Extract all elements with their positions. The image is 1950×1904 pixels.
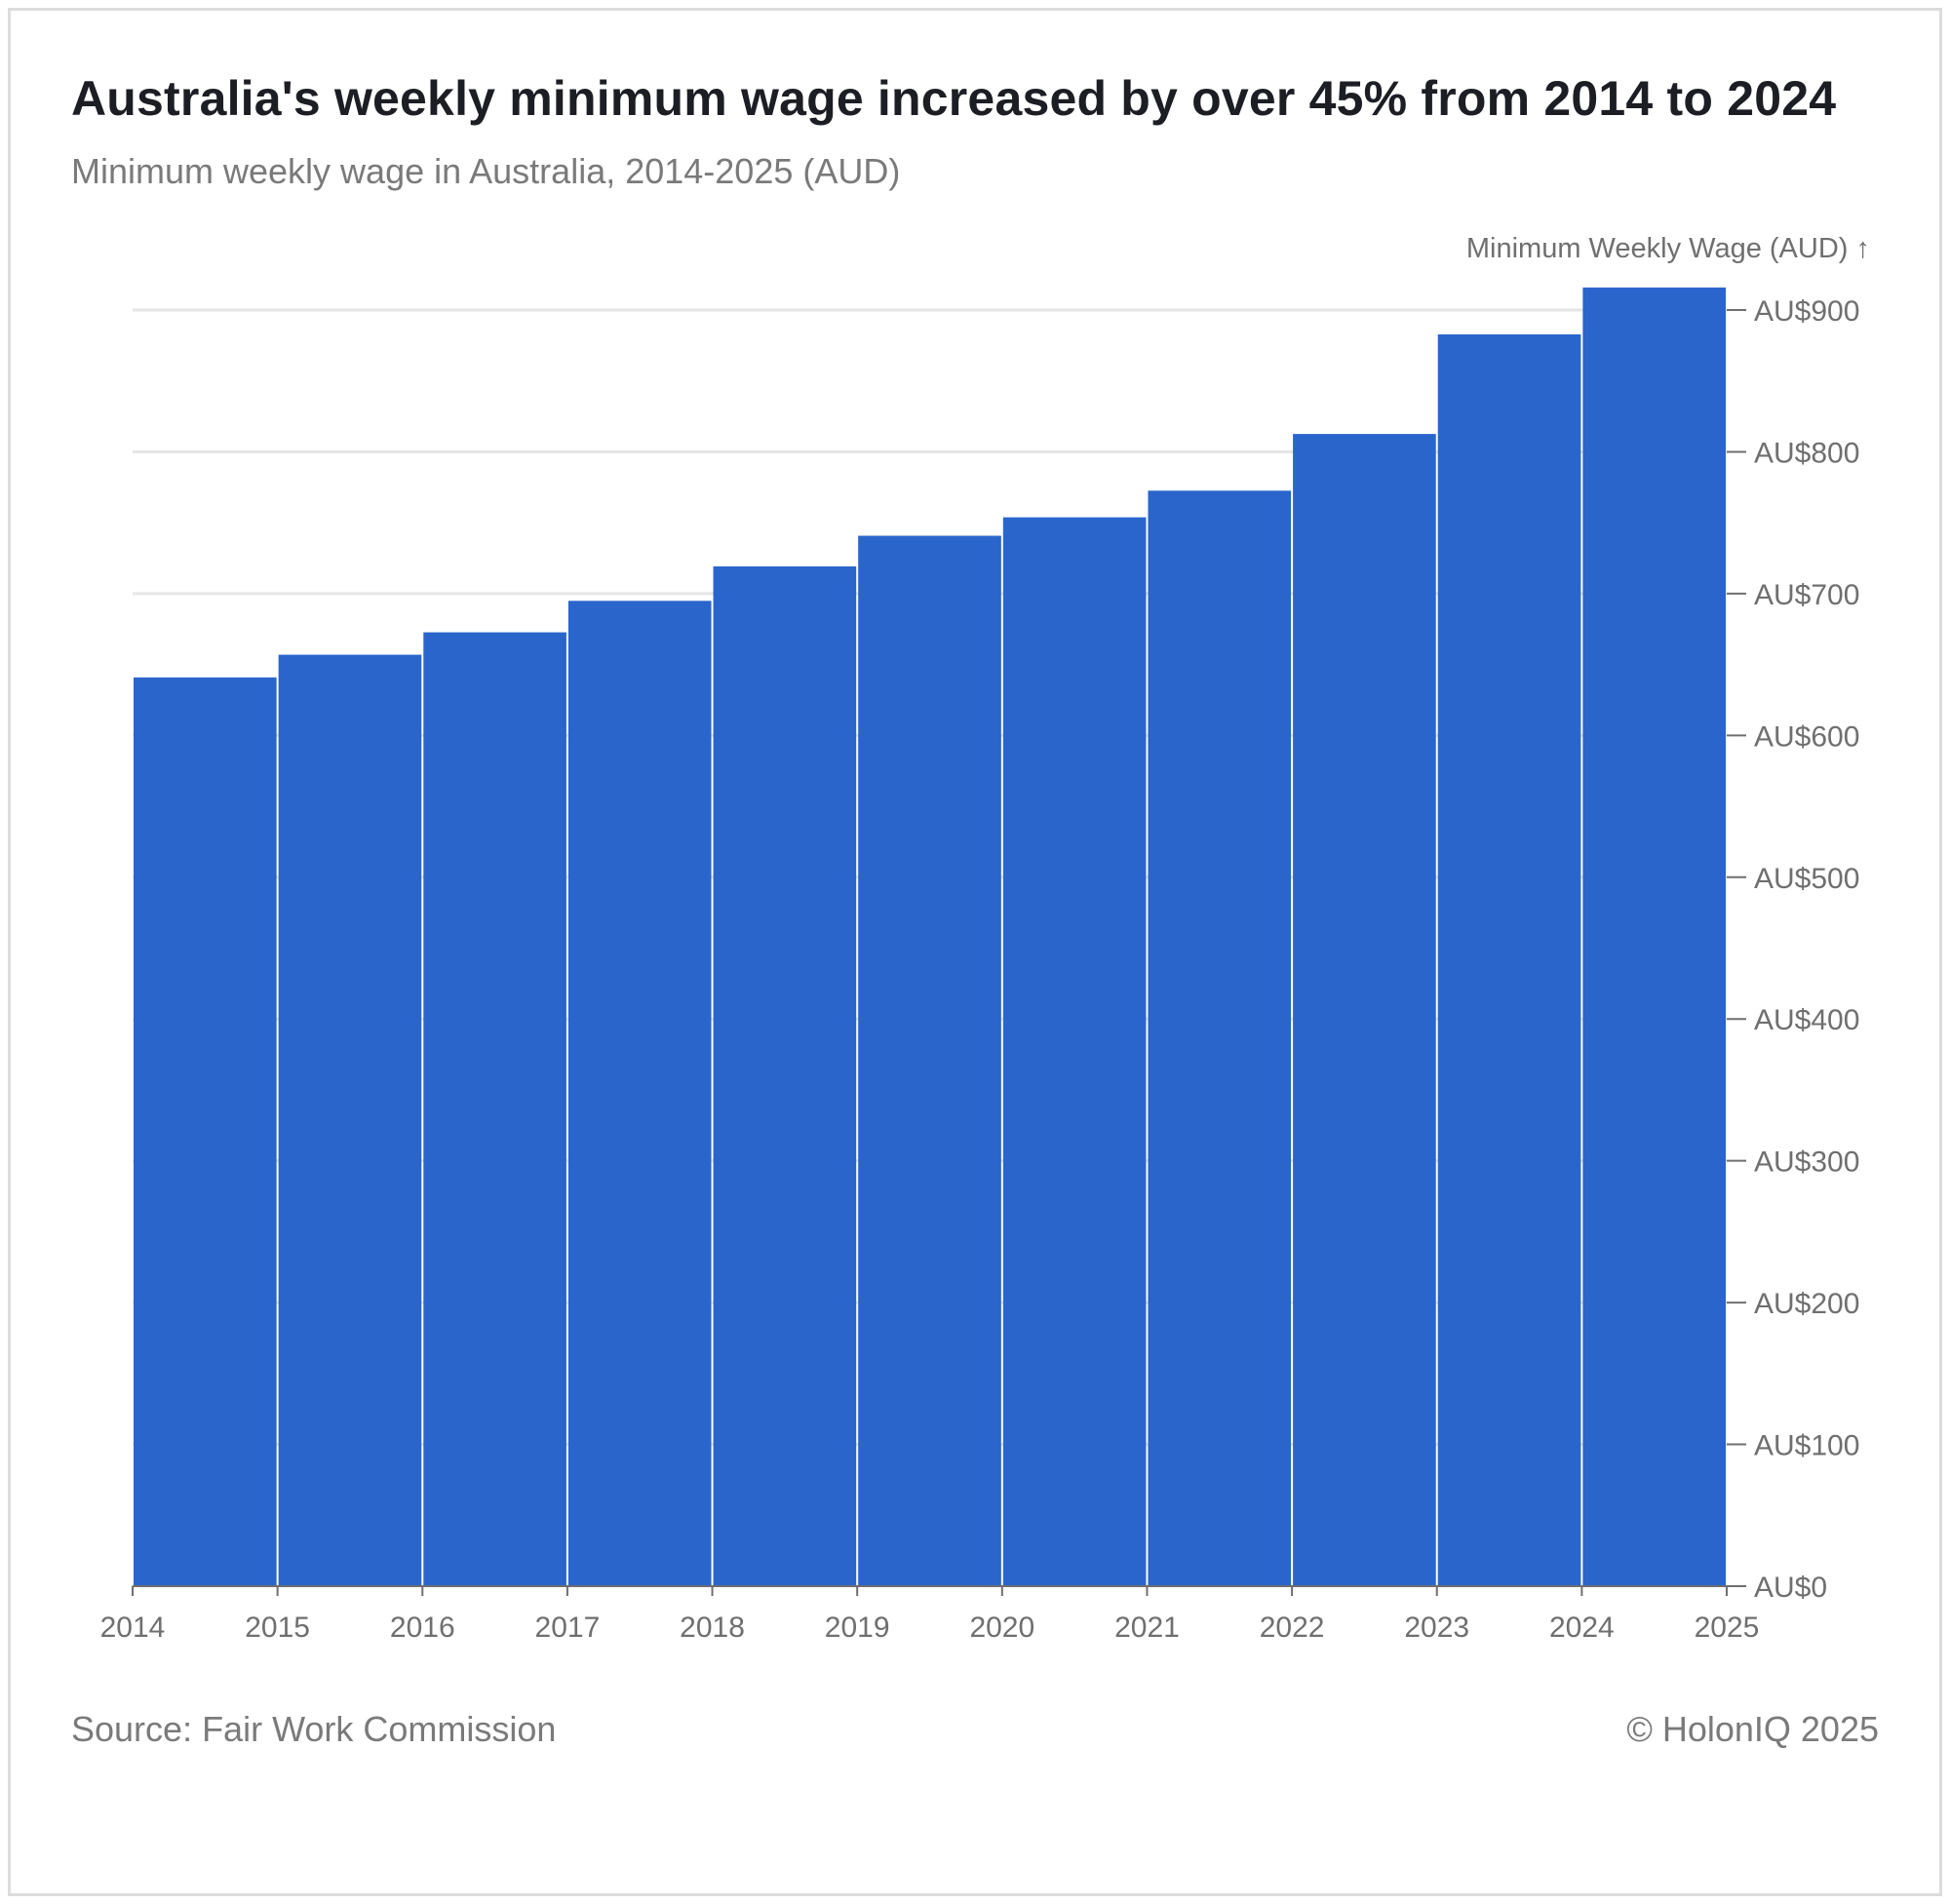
y-tick-label: AU$300 [1754, 1146, 1859, 1179]
y-tick-label: AU$800 [1754, 437, 1859, 469]
bar [1148, 490, 1292, 1586]
bar [1582, 287, 1726, 1587]
x-tick-label: 2023 [1404, 1612, 1469, 1644]
bar [134, 677, 277, 1586]
chart-subtitle: Minimum weekly wage in Australia, 2014-2… [71, 151, 901, 191]
bar [1293, 434, 1436, 1587]
bar [1437, 334, 1581, 1586]
x-tick-label: 2020 [969, 1612, 1034, 1644]
x-tick-label: 2025 [1695, 1612, 1760, 1644]
y-tick-label: AU$400 [1754, 1004, 1859, 1036]
bar [858, 535, 1001, 1586]
copyright-note: © HolonIQ 2025 [1626, 1709, 1879, 1749]
x-tick-label: 2018 [680, 1612, 745, 1644]
bar [567, 601, 712, 1586]
source-note: Source: Fair Work Commission [71, 1709, 557, 1749]
y-tick-label: AU$0 [1754, 1572, 1827, 1604]
bar [278, 654, 422, 1586]
y-tick-label: AU$100 [1754, 1430, 1859, 1462]
x-tick-label: 2017 [535, 1612, 601, 1644]
y-tick-label: AU$200 [1754, 1288, 1859, 1320]
x-tick-label: 2019 [825, 1612, 890, 1644]
bars [134, 287, 1726, 1587]
bar [713, 565, 857, 1586]
bar [1002, 517, 1147, 1586]
y-tick-label: AU$900 [1754, 295, 1859, 328]
x-tick-label: 2016 [390, 1612, 455, 1644]
axes: 2014 2015 2016 2017 2018 2019 2020 2021 2022 2023… [100, 295, 1860, 1644]
x-tick-label: 2014 [100, 1612, 166, 1644]
y-tick-label: AU$700 [1754, 579, 1859, 611]
y-tick-label: AU$500 [1754, 863, 1859, 895]
chart-title: Australia's weekly minimum wage increase… [71, 71, 1837, 126]
x-tick-label: 2024 [1549, 1612, 1615, 1644]
x-tick-label: 2015 [245, 1612, 310, 1644]
y-axis-title: Minimum Weekly Wage (AUD) ↑ [1466, 233, 1870, 264]
x-tick-label: 2021 [1114, 1612, 1180, 1644]
x-tick-label: 2022 [1260, 1612, 1325, 1644]
bar [423, 632, 566, 1586]
y-tick-label: AU$600 [1754, 720, 1859, 753]
